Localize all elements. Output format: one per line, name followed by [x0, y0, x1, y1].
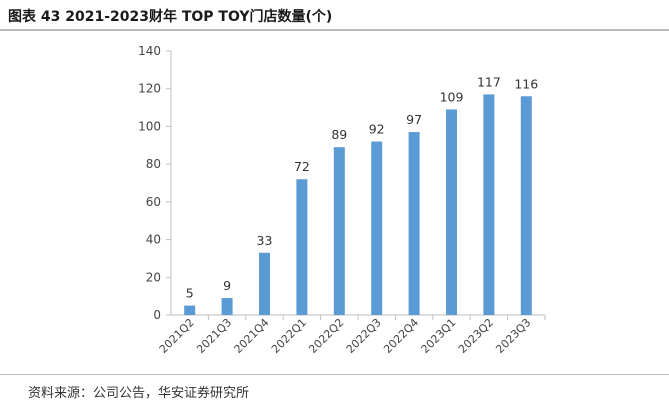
bar	[259, 252, 270, 315]
bottom-rule	[0, 374, 669, 375]
y-tick-label: 120	[138, 82, 161, 96]
x-tick-label: 2021Q2	[157, 316, 197, 356]
title-bar: 图表 43 2021-2023财年 TOP TOY门店数量(个)	[0, 0, 669, 30]
y-tick-label: 100	[138, 119, 161, 133]
x-tick-label: 2023Q3	[493, 316, 533, 356]
y-tick-label: 80	[146, 157, 161, 171]
y-tick-label: 140	[138, 44, 161, 58]
x-tick-label: 2022Q2	[306, 316, 346, 356]
y-tick-label: 60	[146, 195, 161, 209]
figure-title: 图表 43 2021-2023财年 TOP TOY门店数量(个)	[8, 9, 333, 25]
data-label: 5	[186, 286, 194, 301]
bar-chart: 0 20 40 60 80 100 120 140 5 2021Q2 9 2021Q3 33 2021Q4…	[138, 44, 546, 356]
bar	[296, 179, 308, 315]
data-label: 97	[406, 112, 422, 127]
bar	[483, 94, 495, 315]
x-tick-label: 2023Q2	[456, 316, 496, 356]
y-tick-label: 40	[146, 233, 161, 247]
data-label: 116	[514, 76, 538, 91]
bar	[371, 141, 383, 315]
data-label: 92	[369, 122, 385, 137]
top-rule	[0, 29, 669, 31]
data-label: 89	[331, 127, 347, 142]
bar	[333, 147, 345, 315]
x-tick-label: 2021Q4	[232, 316, 272, 356]
source-note: 资料来源：公司公告，华安证券研究所	[28, 386, 250, 401]
data-label: 117	[477, 74, 501, 89]
data-label: 109	[440, 89, 464, 104]
bar	[408, 132, 420, 315]
data-label: 33	[257, 233, 273, 248]
bar	[221, 298, 233, 315]
x-tick-label: 2022Q1	[269, 316, 309, 356]
bar	[520, 96, 532, 315]
x-tick-label: 2023Q1	[419, 316, 459, 356]
x-tick-label: 2022Q4	[381, 316, 421, 356]
x-tick-label: 2022Q3	[344, 316, 384, 356]
x-tick-label: 2021Q3	[194, 316, 234, 356]
data-label: 72	[294, 159, 310, 174]
bar	[184, 305, 196, 315]
y-tick-label: 20	[146, 270, 161, 284]
y-tick-label: 0	[153, 308, 161, 322]
bar	[446, 109, 457, 315]
data-label: 9	[223, 278, 231, 293]
